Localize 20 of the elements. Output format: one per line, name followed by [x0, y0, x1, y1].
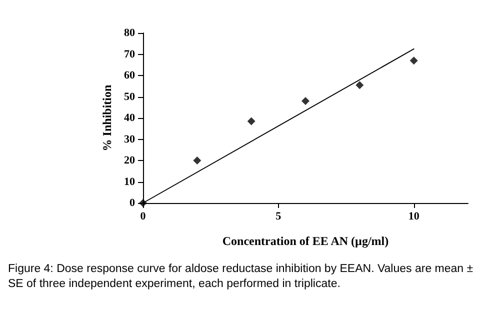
y-tick-label: 60 [124, 70, 136, 82]
point [193, 156, 202, 164]
y-tick-label: 50 [124, 90, 136, 103]
point [410, 56, 418, 65]
y-tick-label: 10 [124, 176, 136, 188]
point [356, 81, 364, 90]
y-tick-label: 0 [130, 197, 136, 209]
y-axis-title: % Inhibition [100, 84, 114, 152]
y-tick-label: 70 [124, 48, 136, 60]
x-axis-title: Concentration of EE AN (µg/ml) [222, 234, 389, 248]
y-tick-label: 20 [124, 154, 136, 166]
caption: Figure 4: Dose response curve for aldose reductase inhibition by EEAN. Values are mean ± SE of three independent experiment, each performed in triplicate. [8, 262, 474, 292]
y-tick-label: 30 [124, 133, 136, 146]
point [247, 117, 256, 126]
x-tick-label: 0 [140, 210, 146, 222]
point [302, 97, 310, 105]
y-tick-label: 80 [124, 27, 136, 39]
y-tick-label: 40 [124, 112, 136, 124]
x-tick-label: 5 [276, 210, 282, 222]
x-tick-label: 10 [408, 210, 420, 222]
